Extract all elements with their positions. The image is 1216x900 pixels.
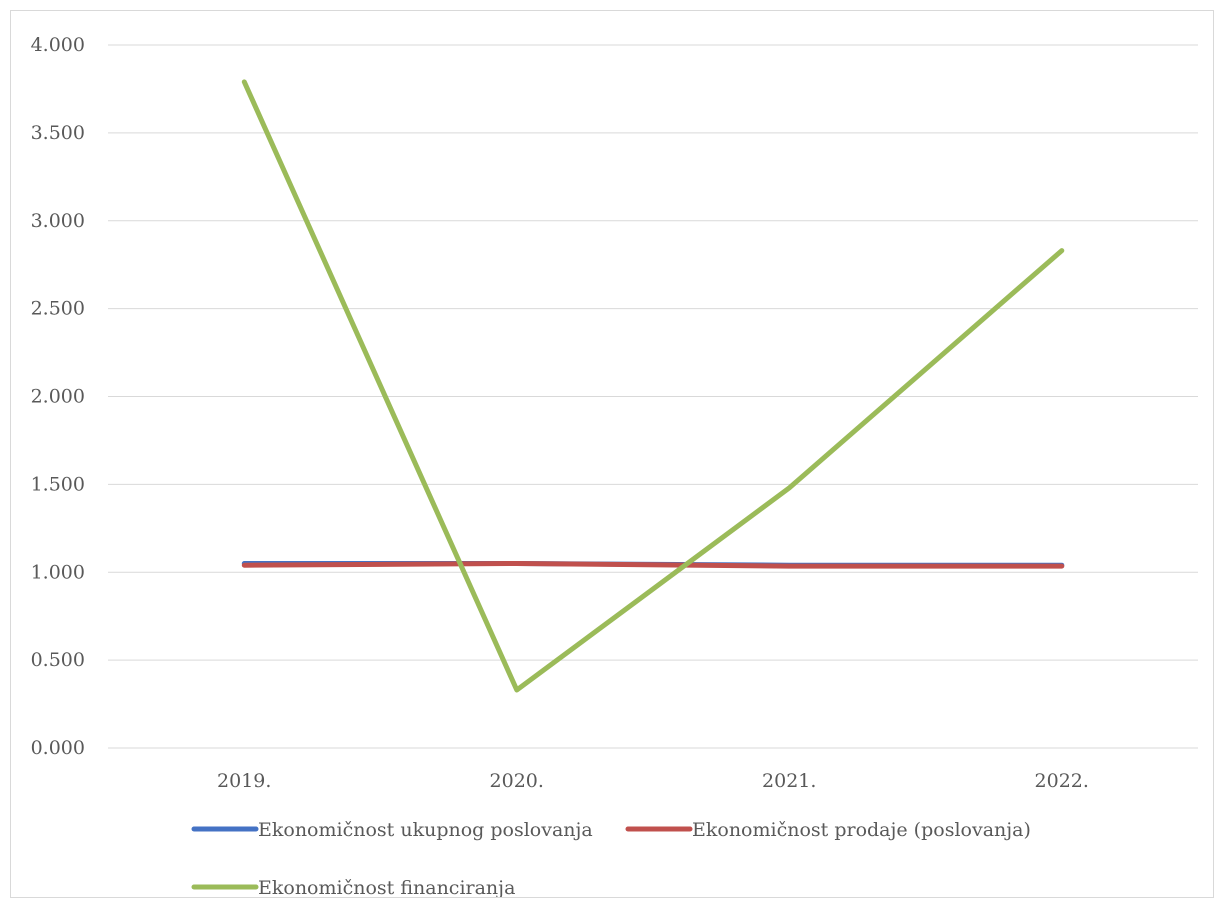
y-tick-label: 0.500	[31, 649, 85, 671]
series-lines	[241, 79, 1065, 693]
chart-area: 0.000 0.500 1.000 1.500 2.000 2.500 3.000 3.500…	[10, 10, 1214, 898]
legend-item: Ekonomičnost prodaje (poslovanja)	[625, 819, 1031, 841]
y-tick-label: 1.000	[31, 561, 85, 583]
y-tick-label: 0.000	[31, 737, 85, 759]
legend-item: Ekonomičnost ukupnog poslovanja	[191, 819, 593, 841]
y-tick-label: 3.500	[31, 122, 85, 144]
series-line-2	[241, 561, 1065, 569]
legend-item: Ekonomičnost financiranja	[191, 877, 515, 897]
legend-label: Ekonomičnost ukupnog poslovanja	[258, 819, 593, 841]
y-tick-label: 1.500	[31, 473, 85, 495]
x-tick-label: 2019.	[217, 770, 271, 792]
y-axis-tick-labels: 0.000 0.500 1.000 1.500 2.000 2.500 3.000 3.500…	[31, 34, 85, 759]
x-tick-label: 2022.	[1035, 770, 1089, 792]
y-tick-label: 2.000	[31, 386, 85, 408]
y-tick-label: 4.000	[31, 34, 85, 56]
x-tick-label: 2021.	[762, 770, 816, 792]
line-chart: 0.000 0.500 1.000 1.500 2.000 2.500 3.000 3.500…	[31, 34, 1198, 897]
x-tick-label: 2020.	[490, 770, 544, 792]
legend-label: Ekonomičnost financiranja	[258, 877, 515, 897]
y-tick-label: 2.500	[31, 298, 85, 320]
series-line-3	[241, 79, 1065, 693]
legend-label: Ekonomičnost prodaje (poslovanja)	[692, 819, 1031, 841]
gridlines	[108, 44, 1198, 749]
y-tick-label: 3.000	[31, 210, 85, 232]
x-axis-tick-labels: 2019. 2020. 2021. 2022.	[217, 770, 1089, 792]
legend: Ekonomičnost ukupnog poslovanja Ekonomičn…	[191, 819, 1031, 897]
